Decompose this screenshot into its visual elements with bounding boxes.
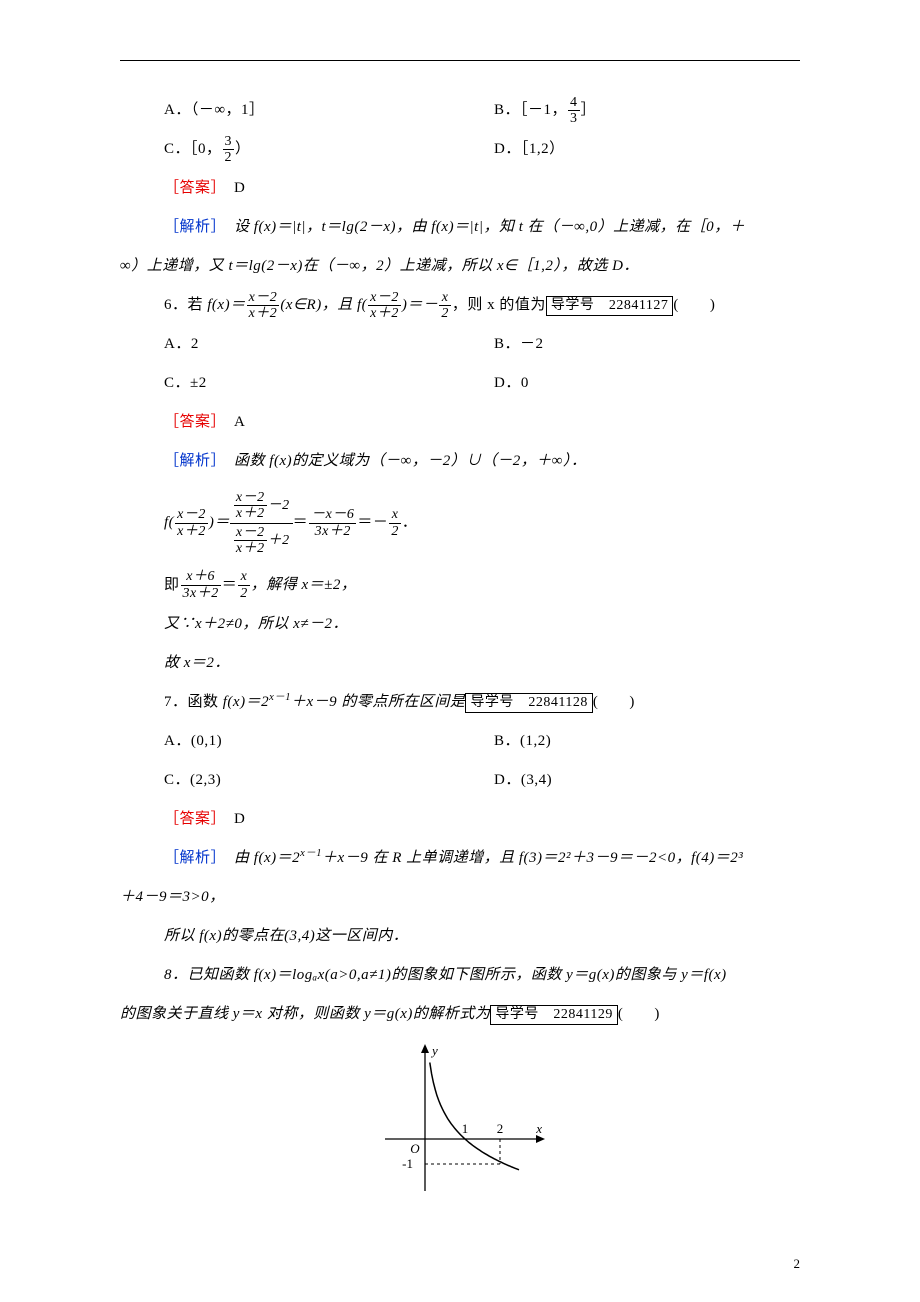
q8-graph: y x O 1 2 -1 (120, 1039, 800, 1199)
q8-stem-l2: 的图象关于直线 y＝x 对称，则函数 y＝g(x)的解析式为导学号 228411… (120, 995, 800, 1034)
guide-box: 导学号 22841128 (465, 693, 592, 713)
q5-optC: C．［0，32） (164, 130, 494, 169)
svg-text:2: 2 (497, 1121, 504, 1136)
answer-label: ［答案］ (164, 414, 219, 430)
q6-exp-l1: ［解析］ 函数 f(x)的定义域为（－∞，－2）∪（－2，＋∞）． (120, 442, 800, 481)
q7-optB: B．(1,2) (494, 722, 800, 761)
guide-box: 导学号 22841129 (490, 1005, 617, 1025)
q6-math-line: f(x－2x＋2)＝x－2x＋2－2x－2x＋2＋2＝－x－63x＋2＝－x2． (120, 481, 800, 566)
explain-label: ［解析］ (164, 850, 219, 866)
q6-answer: ［答案］ A (120, 403, 800, 442)
q5-optD: D．［1,2） (494, 130, 800, 169)
q8-stem-l1: 8．已知函数 f(x)＝logₐx(a>0,a≠1)的图象如下图所示，函数 y＝… (120, 956, 800, 995)
answer-label: ［答案］ (164, 180, 219, 196)
q7-optD: D．(3,4) (494, 761, 800, 800)
q7-optA: A．(0,1) (164, 722, 494, 761)
q5-exp-l1: ［解析］ 设 f(x)＝|t|，t＝lg(2－x)，由 f(x)＝|t|，知 t… (120, 208, 800, 247)
q7-exp-l1: ［解析］ 由 f(x)＝2x－1＋x－9 在 R 上单调递增，且 f(3)＝2²… (120, 839, 800, 878)
explain-label: ［解析］ (164, 453, 219, 469)
q5-opt-row1: A．（－∞，1］ B．［－1，43］ (120, 91, 800, 130)
q6-optC: C．±2 (164, 364, 494, 403)
top-rule (120, 60, 800, 61)
q7-opt-row1: A．(0,1) B．(1,2) (120, 722, 800, 761)
q6-opt-row1: A．2 B．－2 (120, 325, 800, 364)
svg-text:1: 1 (462, 1121, 469, 1136)
q5-optB: B．［－1，43］ (494, 91, 800, 130)
q6-stem: 6．若 f(x)＝x－2x＋2(x∈R)，且 f(x－2x＋2)＝－x2，则 x… (120, 286, 800, 325)
q6-optD: D．0 (494, 364, 800, 403)
q6-line4: 又∵x＋2≠0，所以 x≠－2． (120, 605, 800, 644)
q7-optC: C．(2,3) (164, 761, 494, 800)
q5-exp-l2: ∞）上递增，又 t＝lg(2－x)在（－∞，2）上递减，所以 x∈［1,2），故… (120, 247, 800, 286)
q6-opt-row2: C．±2 D．0 (120, 364, 800, 403)
q7-exp-l3: 所以 f(x)的零点在(3,4)这一区间内． (120, 917, 800, 956)
svg-text:O: O (410, 1141, 420, 1156)
q7-answer: ［答案］ D (120, 800, 800, 839)
q5-optA: A．（－∞，1］ (164, 91, 494, 130)
q5-opt-row2: C．［0，32） D．［1,2） (120, 130, 800, 169)
q7-opt-row2: C．(2,3) D．(3,4) (120, 761, 800, 800)
q7-stem: 7．函数 f(x)＝2x－1＋x－9 的零点所在区间是导学号 22841128(… (120, 683, 800, 722)
q6-line3: 即x＋63x＋2＝x2，解得 x＝±2， (120, 566, 800, 605)
answer-label: ［答案］ (164, 811, 219, 827)
q6-line5: 故 x＝2． (120, 644, 800, 683)
guide-box: 导学号 22841127 (546, 296, 673, 316)
q7-exp-l2: ＋4－9＝3>0， (120, 878, 800, 917)
page-number: 2 (794, 1256, 801, 1272)
svg-text:-1: -1 (402, 1156, 413, 1171)
explain-label: ［解析］ (164, 219, 219, 235)
q6-optB: B．－2 (494, 325, 800, 364)
svg-text:x: x (535, 1121, 542, 1136)
q6-optA: A．2 (164, 325, 494, 364)
q5-answer: ［答案］ D (120, 169, 800, 208)
svg-text:y: y (430, 1043, 438, 1058)
